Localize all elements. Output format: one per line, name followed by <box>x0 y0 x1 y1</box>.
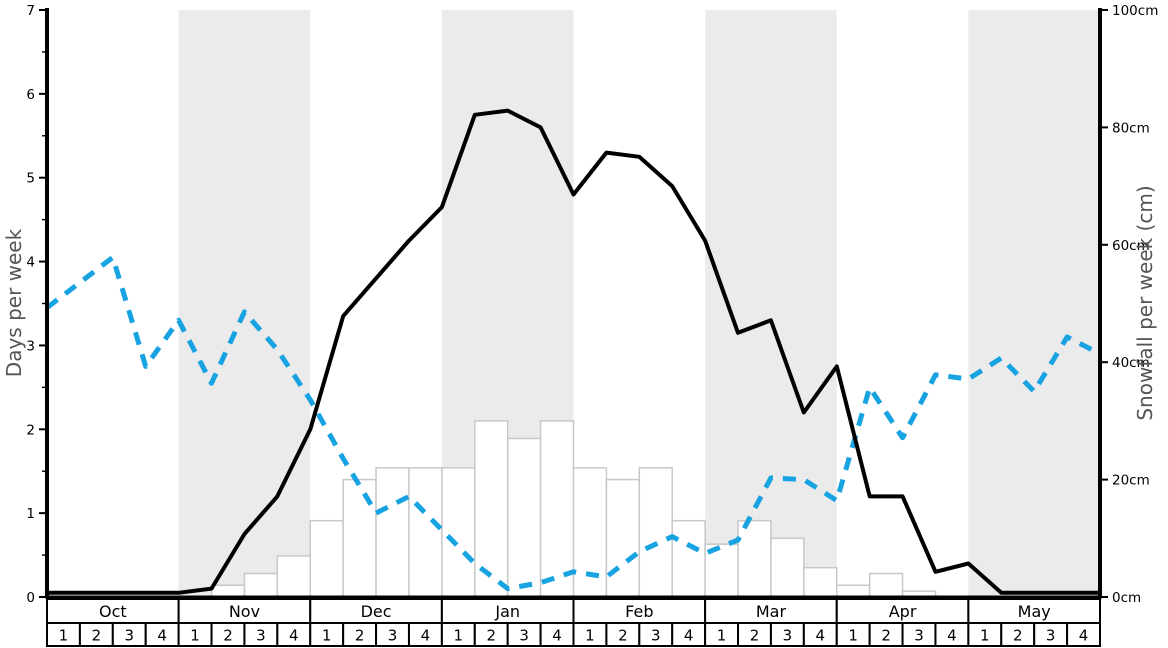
week-cell-label: 3 <box>124 627 134 645</box>
left-tick-label: 4 <box>26 255 35 271</box>
snowfall-per-week-bar <box>770 537 805 598</box>
week-cell-label: 1 <box>59 627 69 645</box>
snowfall-per-week-bar <box>243 572 279 598</box>
month-cell-label: Nov <box>229 602 260 621</box>
month-cell-label: Dec <box>361 602 392 621</box>
blue-dashed-days-line <box>45 254 1102 592</box>
week-cell-label: 4 <box>816 627 826 645</box>
month-cell-label: May <box>1018 602 1051 621</box>
week-cell-label: 4 <box>157 627 167 645</box>
snowfall-per-week-bar <box>803 566 838 598</box>
month-cell <box>835 598 970 624</box>
week-cell-label: 3 <box>256 627 266 645</box>
week-cell-label: 2 <box>750 627 760 645</box>
axes: 0 1 2 3 4 5 6 7 0cm 20cm 40cm 60cm 80cm 100cm <box>26 3 1158 606</box>
snowfall-per-week-bar <box>671 519 706 598</box>
left-tick-label: 0 <box>26 590 35 606</box>
snowfall-per-week-bar <box>441 467 476 598</box>
week-cell-label: 3 <box>651 627 661 645</box>
week-cell-label: 2 <box>486 627 496 645</box>
week-cell-label: 4 <box>421 627 431 645</box>
left-tick-label: 6 <box>26 87 35 103</box>
month-cell-label: Mar <box>756 602 787 621</box>
week-cell-label: 3 <box>519 627 529 645</box>
week-cell-label: 1 <box>190 627 200 645</box>
week-cell-label: 1 <box>848 627 858 645</box>
week-cell-label: 2 <box>1013 627 1023 645</box>
left-tick-label: 7 <box>26 3 35 19</box>
week-cell-label: 1 <box>980 627 990 645</box>
month-cell-label: Apr <box>889 602 917 621</box>
week-cell-label: 1 <box>454 627 464 645</box>
snowfall-per-week-bar <box>276 555 311 598</box>
left-tick-label: 1 <box>26 506 35 522</box>
right-tick-label: 100cm <box>1112 3 1158 19</box>
right-tick-label: 0cm <box>1112 590 1141 606</box>
snowfall-bars <box>210 420 937 598</box>
week-cell-label: 4 <box>684 627 694 645</box>
snowfall-per-week-bar <box>408 467 443 598</box>
month-band <box>178 10 311 597</box>
snowfall-per-week-bar <box>572 467 608 598</box>
snowfall-per-week-bar <box>210 584 246 598</box>
right-axis-title: Snowfall per week (cm) <box>1133 185 1157 420</box>
month-band <box>705 10 837 597</box>
week-cell-label: 2 <box>92 627 102 645</box>
month-cell-label: Feb <box>625 602 653 621</box>
week-cell-label: 3 <box>914 627 924 645</box>
month-bands <box>178 10 1100 597</box>
month-cell <box>309 598 443 624</box>
week-cell-label: 4 <box>289 627 299 645</box>
month-cell <box>572 598 707 624</box>
week-cell-label: 4 <box>947 627 957 645</box>
snowfall-per-week-bar <box>342 478 377 598</box>
right-tick-label: 80cm <box>1112 120 1150 136</box>
month-band <box>968 10 1100 597</box>
right-tick-label: 60cm <box>1112 238 1150 254</box>
left-tick-label: 3 <box>26 338 35 354</box>
snowfall-per-week-bar <box>309 519 344 598</box>
month-cell <box>967 598 1101 624</box>
week-cell-label: 2 <box>618 627 628 645</box>
left-tick-label: 2 <box>26 422 35 438</box>
month-week-table: Oct Nov Dec Jan Feb Mar Apr May 1 2 3 4 1 2 3 4 1 2 3 4 1 2 3 4… <box>46 598 1101 647</box>
month-cell <box>704 598 838 624</box>
week-cell-label: 4 <box>552 627 562 645</box>
week-cell-label: 2 <box>223 627 233 645</box>
left-axis-title: Days per week <box>2 228 26 377</box>
snowfall-per-week-bar <box>836 584 871 598</box>
right-tick-label: 40cm <box>1112 355 1150 371</box>
week-cell-label: 1 <box>322 627 332 645</box>
snowfall-per-week-bar <box>375 467 410 598</box>
week-cell-label: 1 <box>585 627 595 645</box>
right-tick-label: 20cm <box>1112 473 1150 489</box>
snowfall-per-week-bar <box>506 437 542 598</box>
snowfall-per-week-bar <box>868 572 904 598</box>
month-cell-label: Jan <box>494 602 520 621</box>
week-cell-label: 3 <box>783 627 793 645</box>
data-lines <box>45 108 1102 595</box>
left-tick-label: 5 <box>26 171 35 187</box>
week-cell-label: 3 <box>1046 627 1056 645</box>
week-cell-label: 1 <box>717 627 727 645</box>
week-cell-label: 4 <box>1079 627 1089 645</box>
snowfall-per-week-bar <box>474 420 509 598</box>
snowfall-per-week-bar <box>539 420 575 598</box>
month-cell-label: Oct <box>99 602 127 621</box>
month-cell <box>46 598 180 624</box>
black-solid-days-line <box>47 108 1100 595</box>
snowfall-per-week-bar <box>638 467 673 598</box>
week-cell-label: 2 <box>881 627 891 645</box>
snowfall-per-week-bar <box>737 519 772 598</box>
week-cell-label: 3 <box>388 627 398 645</box>
week-cell <box>1066 622 1101 647</box>
week-cell-label: 2 <box>355 627 365 645</box>
snowfall-per-week-bar <box>605 478 641 598</box>
